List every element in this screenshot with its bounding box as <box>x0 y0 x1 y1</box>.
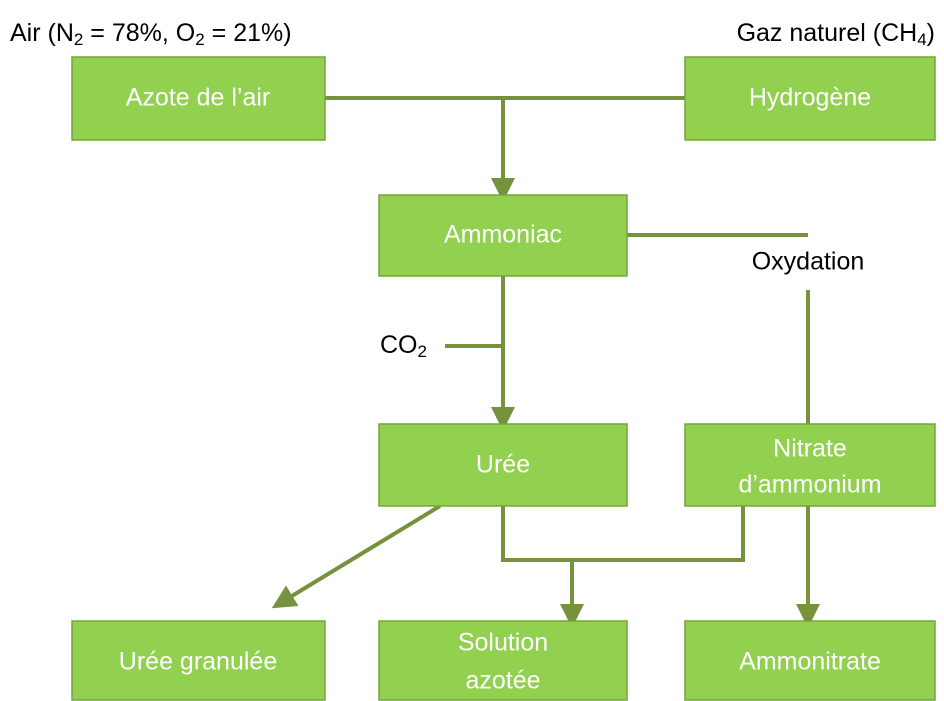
node-box <box>378 620 628 701</box>
arrow <box>271 504 442 609</box>
subscript: 2 <box>195 30 204 49</box>
node-box <box>71 56 326 141</box>
node-label: Urée <box>476 451 530 479</box>
node-box <box>684 423 936 507</box>
text: Air (N <box>10 19 74 47</box>
node-label: Nitrate <box>773 435 847 463</box>
node-label: Solution <box>458 629 548 657</box>
node-label: Ammoniac <box>444 221 562 249</box>
connector <box>501 506 745 562</box>
node-box <box>684 620 936 701</box>
text: ) <box>927 19 935 47</box>
annotation: Oxydation <box>752 248 865 276</box>
source-label: Air (N2 = 78%, O2 = 21%) <box>10 19 292 50</box>
source-label: Gaz naturel (CH4) <box>737 19 935 50</box>
annotation: CO2 <box>380 331 427 362</box>
node-label: d’ammonium <box>738 471 881 499</box>
subscript: 2 <box>74 30 83 49</box>
node-label: Ammonitrate <box>739 648 881 676</box>
node-box <box>71 620 326 701</box>
connectors <box>271 96 820 628</box>
text: Gaz naturel (CH <box>737 19 918 47</box>
node-box <box>684 56 936 141</box>
text: = 21%) <box>205 19 292 47</box>
node-box <box>378 194 628 277</box>
node-label: Azote de l’air <box>126 84 271 112</box>
subscript: 2 <box>418 342 427 361</box>
text: = 78%, O <box>83 19 195 47</box>
node-label: azotée <box>465 667 540 695</box>
node-label: Urée granulée <box>119 648 277 676</box>
node-box <box>378 423 628 507</box>
text: CO <box>380 331 418 359</box>
subscript: 4 <box>917 30 926 49</box>
node-label: Hydrogène <box>749 84 871 112</box>
